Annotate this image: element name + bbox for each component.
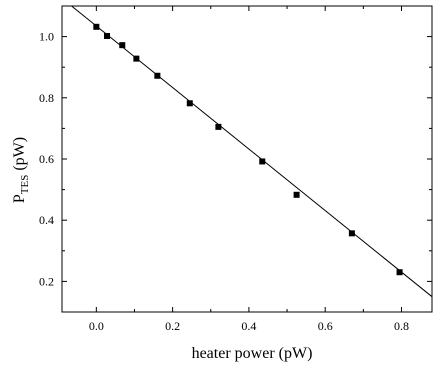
y-axis-label-sub: TES [19,175,31,195]
data-point [186,100,193,107]
plot-border [61,5,433,313]
plot-frame [61,5,433,313]
x-axis-ticks: 0.0 0.2 0.4 0.6 0.8 [89,6,409,333]
data-point [154,72,161,79]
y-tick-label: 0.8 [39,91,54,105]
y-tick-label: 0.2 [39,274,54,288]
fit-line-group [71,5,433,298]
data-point [293,191,300,198]
y-tick-label: 0.4 [39,213,54,227]
y-tick-label: 0.6 [39,152,54,166]
y-axis-ticks: 0.2 0.4 0.6 0.8 1.0 [39,5,432,313]
y-axis-label-main: P [11,194,28,203]
x-tick-label: 0.6 [318,319,333,333]
x-tick-label: 0.4 [241,319,256,333]
data-point [259,158,266,165]
x-tick-label: 0.2 [165,319,180,333]
fit-line [71,5,433,298]
data-point [133,55,140,62]
data-point [396,269,403,276]
data-point [348,230,355,237]
data-points [93,23,403,276]
data-point [104,32,111,39]
y-axis-label-unit: (pW) [11,137,28,175]
x-tick-label: 0.0 [89,319,104,333]
data-point [119,42,126,49]
x-tick-label: 0.8 [394,319,409,333]
x-axis-label: heater power (pW) [192,345,313,362]
data-point [93,23,100,30]
y-tick-label: 1.0 [39,30,54,44]
data-point [215,123,222,130]
y-axis-label: PTES (pW) [11,137,31,203]
